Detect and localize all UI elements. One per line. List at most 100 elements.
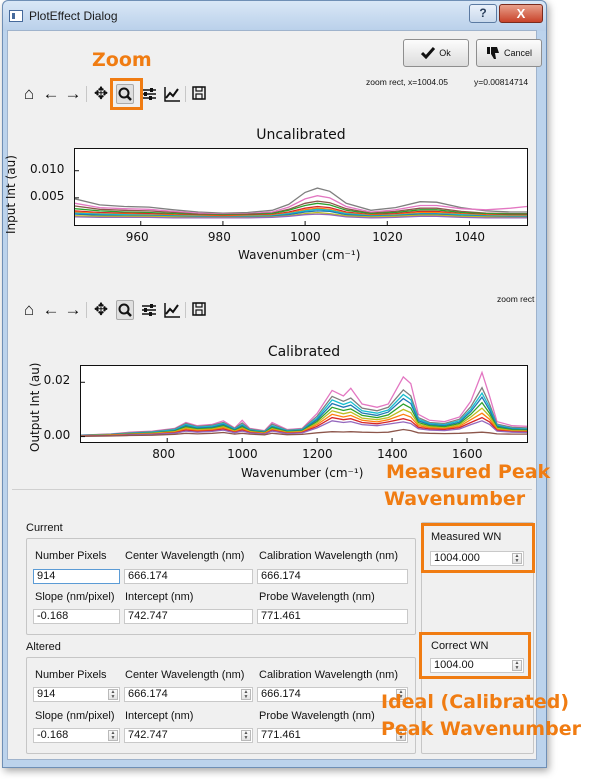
- uncalibrated-chart: [75, 170, 527, 225]
- calibrated-series-line-4: [81, 396, 527, 437]
- calibrated-series-line-10: [81, 428, 527, 437]
- correct-wn-label: Correct WN: [431, 640, 489, 652]
- measured-wn-spinbox[interactable]: 1004.000 ▲ ▼: [430, 551, 524, 566]
- home-icon[interactable]: ⌂: [23, 300, 35, 319]
- altered-calibration-wavelength-value: 666.174: [261, 688, 301, 700]
- spin-arrows-icon[interactable]: ▲ ▼: [396, 689, 406, 700]
- calibrated-x-tick-label: 1400: [377, 447, 408, 461]
- ok-button[interactable]: Ok: [403, 39, 469, 67]
- spin-arrows-icon[interactable]: ▲ ▼: [241, 689, 251, 700]
- title-bar[interactable]: PlotEffect Dialog ? X: [3, 1, 546, 31]
- spin-arrows-icon[interactable]: ▲ ▼: [396, 730, 406, 741]
- chart-title-calibrated: Calibrated: [267, 344, 341, 360]
- calibrated-x-tick-label: 800: [152, 447, 176, 461]
- current-slope-field[interactable]: -0.168: [33, 609, 120, 624]
- uncalibrated-x-tick-label: 1000: [290, 230, 321, 244]
- pan-icon[interactable]: ✥: [93, 300, 109, 319]
- current-number-pixels-label: Number Pixels: [35, 550, 107, 562]
- uncalibrated-x-axis-label: Wavenumber (cm⁻¹): [238, 248, 361, 262]
- uncalibrated-series-line-5: [75, 205, 527, 217]
- altered-slope-value: -0.168: [37, 729, 69, 741]
- altered-number-pixels-value: 914: [37, 688, 56, 700]
- current-probe-wavelength-label: Probe Wavelength (nm): [259, 591, 375, 603]
- spin-arrows-icon[interactable]: ▲ ▼: [512, 660, 522, 671]
- forward-arrow-icon[interactable]: →: [64, 84, 82, 103]
- altered-calibration-wavelength-spinbox[interactable]: 666.174 ▲ ▼: [257, 687, 408, 702]
- calibrated-series-line-5: [81, 401, 527, 437]
- calibrated-x-tick-label: 1600: [452, 447, 483, 461]
- plot-toolbar-top: ⌂ ← → ✥: [20, 84, 220, 106]
- save-icon[interactable]: [191, 300, 209, 320]
- uncalibrated-x-tick-label: 1040: [454, 230, 486, 244]
- altered-intercept-value: 742.747: [128, 729, 168, 741]
- zoom-annotation: Zoom: [92, 49, 152, 71]
- altered-intercept-spinbox[interactable]: 742.747 ▲ ▼: [124, 728, 253, 743]
- altered-center-wavelength-value: 666.174: [128, 688, 168, 700]
- zoom-icon[interactable]: [116, 84, 134, 104]
- calibrated-series-line-7: [81, 412, 527, 437]
- spin-arrows-icon[interactable]: ▲ ▼: [108, 730, 118, 741]
- configure-subplots-icon[interactable]: [140, 300, 158, 320]
- close-button[interactable]: X: [499, 4, 543, 23]
- altered-slope-label: Slope (nm/pixel): [35, 710, 115, 722]
- calibrated-series-line-6: [81, 407, 527, 437]
- status-coordinates: zoom rect, x=1004.05: [366, 77, 448, 87]
- cancel-button[interactable]: Cancel: [476, 39, 542, 67]
- window-title: PlotEffect Dialog: [29, 9, 118, 23]
- ideal-peak-annotation-line2: Peak Wavenumber: [381, 718, 581, 740]
- altered-center-wavelength-spinbox[interactable]: 666.174 ▲ ▼: [124, 687, 253, 702]
- edit-axes-icon[interactable]: [163, 84, 181, 104]
- spin-arrows-icon[interactable]: ▲ ▼: [512, 553, 522, 564]
- calibrated-series-line-3: [81, 391, 527, 437]
- zoom-highlight-box: [110, 78, 143, 110]
- back-arrow-icon[interactable]: ←: [42, 300, 60, 319]
- current-calibration-wavelength-field[interactable]: 666.174: [257, 569, 408, 584]
- uncalibrated-plot-area[interactable]: [74, 148, 528, 226]
- altered-probe-wavelength-label: Probe Wavelength (nm): [259, 710, 375, 722]
- forward-arrow-icon[interactable]: →: [64, 300, 82, 319]
- altered-slope-spinbox[interactable]: -0.168 ▲ ▼: [33, 728, 120, 743]
- current-center-wavelength-label: Center Wavelength (nm): [125, 550, 245, 562]
- altered-intercept-label: Intercept (nm): [125, 710, 194, 722]
- calibrated-plot-area[interactable]: [80, 365, 528, 443]
- altered-number-pixels-spinbox[interactable]: 914 ▲ ▼: [33, 687, 120, 702]
- altered-number-pixels-label: Number Pixels: [35, 669, 107, 681]
- current-number-pixels-field[interactable]: 914: [33, 569, 120, 584]
- plot-toolbar-bottom: ⌂ ← → ✥: [20, 300, 220, 322]
- uncalibrated-x-tick-label: 1020: [372, 230, 403, 244]
- current-center-wavelength-field[interactable]: 666.174: [124, 569, 253, 584]
- ideal-peak-annotation-line1: Ideal (Calibrated): [381, 691, 570, 713]
- configure-subplots-icon[interactable]: [140, 84, 158, 104]
- zoom-icon[interactable]: [116, 300, 134, 320]
- home-icon[interactable]: ⌂: [23, 84, 35, 103]
- correct-wn-value: 1004.00: [434, 659, 474, 671]
- help-button[interactable]: ?: [469, 4, 497, 23]
- current-group: [26, 538, 416, 635]
- uncalibrated-x-tick-label: 960: [125, 230, 149, 244]
- altered-probe-wavelength-spinbox[interactable]: 771.461 ▲ ▼: [257, 728, 408, 743]
- calibrated-y-tick-label: 0.00: [43, 427, 71, 442]
- measured-wn-value: 1004.000: [434, 552, 480, 564]
- back-arrow-icon[interactable]: ←: [42, 84, 60, 103]
- current-probe-wavelength-field[interactable]: 771.461: [257, 609, 408, 624]
- calibrated-series-line-9: [81, 420, 527, 437]
- uncalibrated-series-line-3: [75, 200, 527, 216]
- calibrated-series-line-1: [81, 370, 527, 436]
- correct-wn-highlight-box: [419, 632, 531, 679]
- edit-axes-icon[interactable]: [163, 300, 181, 320]
- altered-probe-wavelength-value: 771.461: [261, 729, 301, 741]
- correct-wn-spinbox[interactable]: 1004.00 ▲ ▼: [430, 658, 524, 673]
- uncalibrated-series-line-2: [75, 195, 527, 215]
- measured-peak-annotation-line1: Measured Peak: [386, 461, 551, 483]
- status-bottom: zoom rect: [497, 294, 535, 304]
- current-intercept-field[interactable]: 742.747: [124, 609, 253, 624]
- uncalibrated-series-line-1: [75, 187, 527, 214]
- pan-icon[interactable]: ✥: [93, 84, 109, 103]
- save-icon[interactable]: [191, 84, 209, 104]
- checkmark-icon: [421, 47, 436, 59]
- altered-calibration-wavelength-label: Calibration Wavelength (nm): [259, 669, 398, 681]
- chart-title-uncalibrated: Uncalibrated: [256, 127, 346, 143]
- spin-arrows-icon[interactable]: ▲ ▼: [108, 689, 118, 700]
- spin-arrows-icon[interactable]: ▲ ▼: [241, 730, 251, 741]
- uncalibrated-y-tick-label: 0.010: [30, 161, 65, 176]
